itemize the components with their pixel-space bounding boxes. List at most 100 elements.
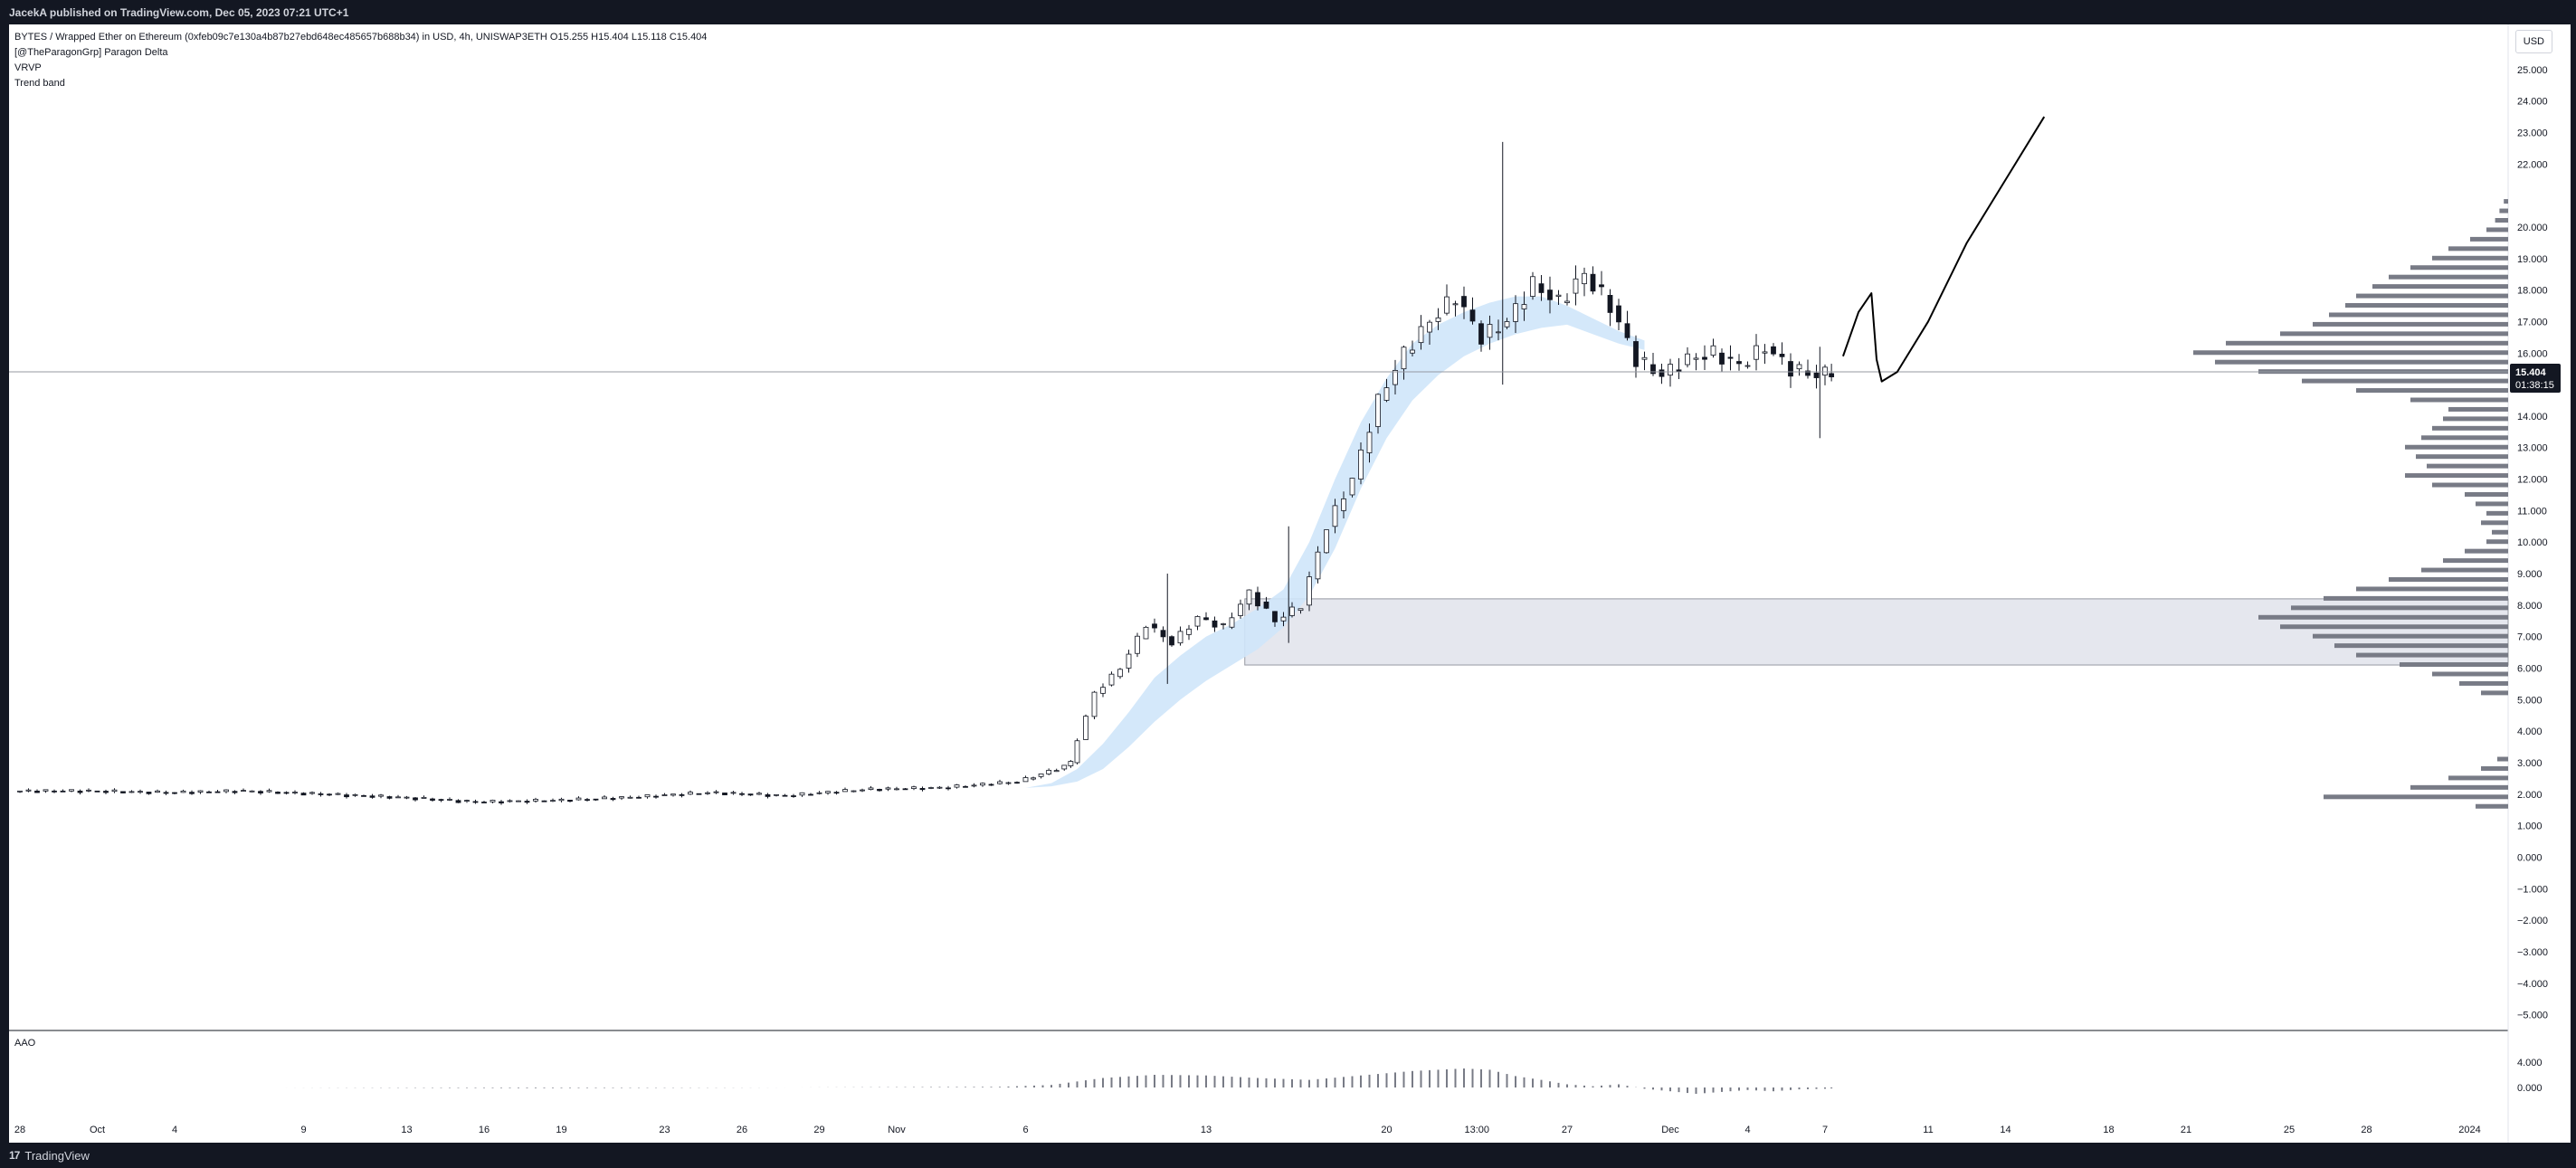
- indicator-trend-band[interactable]: Trend band: [14, 78, 65, 89]
- indicator-vrvp[interactable]: VRVP: [14, 62, 42, 73]
- time-axis-label: 13:00: [1464, 1125, 1489, 1135]
- candle-body: [1693, 357, 1699, 360]
- candle-body: [300, 793, 307, 796]
- chart-legend: BYTES / Wrapped Ether on Ethereum (0xfeb…: [14, 30, 707, 91]
- candle-body: [1444, 296, 1450, 314]
- candle-body: [851, 790, 857, 793]
- candle-body: [1341, 499, 1346, 511]
- candle-body: [1280, 616, 1287, 622]
- candle-body: [1108, 673, 1115, 686]
- candle-body: [1255, 592, 1260, 607]
- price-axis-label: 11.000: [2517, 506, 2547, 517]
- candle-body: [1229, 617, 1235, 628]
- currency-button[interactable]: USD: [2514, 30, 2552, 53]
- candle-body: [808, 793, 813, 796]
- candle-body: [60, 790, 66, 793]
- candle-body: [94, 790, 100, 793]
- candle-body: [1298, 608, 1304, 612]
- price-axis-label: 7.000: [2517, 632, 2543, 643]
- candle-body: [1246, 589, 1252, 605]
- candle-body: [404, 796, 410, 799]
- price-axis-label: 25.000: [2517, 65, 2548, 76]
- time-axis-label: 19: [556, 1125, 566, 1135]
- candle-body: [180, 790, 186, 793]
- candle-body: [43, 789, 49, 792]
- candle-body: [1762, 351, 1768, 354]
- trend-band: [1025, 296, 1645, 788]
- volume-profile-row: [2448, 246, 2508, 252]
- candle-body: [661, 794, 668, 796]
- candle-body: [1633, 341, 1639, 367]
- candle-body: [1771, 346, 1776, 355]
- tradingview-logo-icon[interactable]: 17: [9, 1149, 20, 1162]
- tradingview-brand[interactable]: TradingView: [24, 1148, 90, 1163]
- candle-body: [1212, 620, 1218, 628]
- volume-profile-row: [2486, 539, 2508, 545]
- time-axis-label: 4: [1744, 1125, 1750, 1135]
- candle-body: [1203, 617, 1209, 621]
- time-axis-label: 9: [300, 1125, 306, 1135]
- candle-body: [1650, 364, 1656, 375]
- volume-profile-row: [2470, 236, 2508, 242]
- candle-body: [1452, 303, 1459, 306]
- candle-body: [885, 787, 891, 790]
- oscillator-label[interactable]: AAO: [14, 1038, 36, 1049]
- candle-body: [69, 789, 74, 792]
- symbol-info[interactable]: BYTES / Wrapped Ether on Ethereum (0xfeb…: [14, 32, 708, 43]
- candle-body: [1829, 373, 1835, 377]
- volume-profile-row: [2400, 662, 2508, 668]
- time-axis-label: 14: [2000, 1125, 2010, 1135]
- candle-body: [138, 791, 143, 793]
- last-price-tag-bg: [2510, 364, 2561, 394]
- candle-body: [1143, 626, 1149, 640]
- candle-body: [507, 800, 513, 802]
- candle-body: [1152, 623, 1157, 629]
- candle-body: [593, 798, 599, 801]
- volume-profile-row: [2432, 482, 2508, 488]
- volume-profile-row: [2313, 321, 2508, 327]
- price-axis-label: 23.000: [2517, 128, 2548, 138]
- candle-body: [232, 791, 238, 793]
- price-axis-label: 6.000: [2517, 664, 2543, 675]
- candle-body: [421, 796, 427, 799]
- candle-body: [610, 798, 616, 801]
- candle-body: [585, 799, 590, 802]
- candle-body: [747, 793, 754, 796]
- price-chart[interactable]: −5.000 −4.000 −3.000 −2.000 −1.000 0.000 1.000…: [9, 24, 2571, 1143]
- chart-area[interactable]: −5.000 −4.000 −3.000 −2.000 −1.000 0.000 1.000…: [9, 24, 2571, 1143]
- candle-body: [1555, 294, 1562, 297]
- candle-body: [430, 798, 435, 801]
- candle-body: [842, 789, 848, 793]
- price-axis-label: 18.000: [2517, 286, 2548, 297]
- indicator-paragon-delta[interactable]: [@TheParagonGrp] Paragon Delta: [14, 47, 168, 58]
- candle-body: [1547, 290, 1553, 300]
- candle-body: [765, 793, 771, 797]
- candle-body: [266, 790, 272, 793]
- price-axis-label: 2.000: [2517, 790, 2543, 801]
- candle-body: [111, 789, 118, 793]
- aao-histogram: [285, 1068, 1833, 1094]
- candle-body: [335, 793, 341, 795]
- countdown-value: 01:38:15: [2515, 380, 2554, 391]
- candle-body: [1135, 635, 1140, 654]
- candle-body: [214, 791, 221, 793]
- volume-profile: [2193, 199, 2508, 809]
- price-axis-label: 14.000: [2517, 412, 2548, 423]
- candle-body: [946, 787, 951, 790]
- candle-body: [860, 789, 865, 792]
- candle-body: [1046, 769, 1052, 774]
- price-axis-label: 3.000: [2517, 758, 2543, 769]
- time-axis-label: 26: [737, 1125, 747, 1135]
- candle-body: [352, 793, 358, 796]
- candle-body: [249, 790, 255, 793]
- candle-body: [1194, 616, 1201, 627]
- candle-body: [1710, 345, 1716, 356]
- candle-body: [627, 796, 633, 799]
- time-axis: 28 Oct 4 9 13 16 19 23 26 29 Nov 6 13 20 13:00 27 Dec 4 7 1…: [14, 1125, 2481, 1135]
- candle-body: [344, 794, 349, 798]
- candle-body: [722, 793, 727, 795]
- candle-body: [1590, 273, 1596, 292]
- candle-body: [928, 787, 934, 789]
- price-axis-label: 10.000: [2517, 537, 2548, 548]
- candle-body: [1496, 331, 1501, 334]
